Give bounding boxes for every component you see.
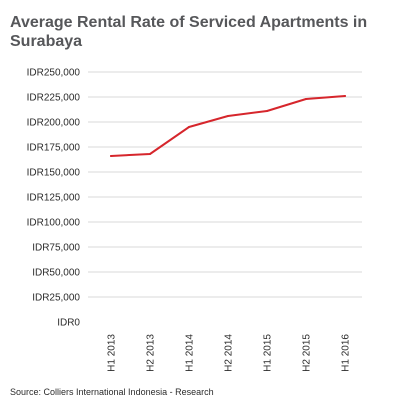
data-point bbox=[305, 98, 307, 100]
data-point bbox=[227, 115, 229, 117]
y-tick-label: IDR0 bbox=[57, 318, 80, 329]
y-tick-label: IDR50,000 bbox=[32, 268, 80, 279]
y-tick-label: IDR25,000 bbox=[32, 293, 80, 304]
x-tick-label: H1 2015 bbox=[263, 334, 274, 372]
chart-title: Average Rental Rate of Serviced Apartmen… bbox=[10, 14, 368, 50]
x-tick-label: H2 2014 bbox=[224, 334, 235, 372]
y-tick-label: IDR175,000 bbox=[27, 143, 81, 154]
x-tick-label: H1 2016 bbox=[341, 334, 352, 372]
y-tick-label: IDR75,000 bbox=[32, 243, 80, 254]
x-tick-label: H1 2014 bbox=[185, 334, 196, 372]
data-point bbox=[110, 155, 112, 157]
y-tick-label: IDR225,000 bbox=[27, 93, 81, 104]
data-point bbox=[344, 95, 346, 97]
series-layer bbox=[110, 95, 346, 157]
data-point bbox=[149, 153, 151, 155]
x-tick-label: H2 2015 bbox=[302, 334, 313, 372]
y-tick-label: IDR125,000 bbox=[27, 193, 81, 204]
x-axis-ticks: H1 2013 H2 2013 H1 2014 H2 2014 H1 2015 H2 20… bbox=[107, 334, 352, 372]
y-tick-label: IDR250,000 bbox=[27, 68, 81, 79]
y-tick-label: IDR150,000 bbox=[27, 168, 81, 179]
source-note: Source: Colliers International Indonesia… bbox=[10, 387, 214, 397]
x-tick-label: H1 2013 bbox=[107, 334, 118, 372]
y-axis-ticks: IDR0 IDR25,000 IDR50,000 IDR75,000 IDR100,00… bbox=[27, 68, 81, 329]
y-tick-label: IDR200,000 bbox=[27, 118, 81, 129]
line-chart: IDR0 IDR25,000 IDR50,000 IDR75,000 IDR100,00… bbox=[27, 68, 362, 372]
y-tick-label: IDR100,000 bbox=[27, 218, 81, 229]
x-tick-label: H2 2013 bbox=[146, 334, 157, 372]
data-point bbox=[188, 126, 190, 128]
gridlines bbox=[88, 71, 362, 298]
data-point bbox=[266, 110, 268, 112]
